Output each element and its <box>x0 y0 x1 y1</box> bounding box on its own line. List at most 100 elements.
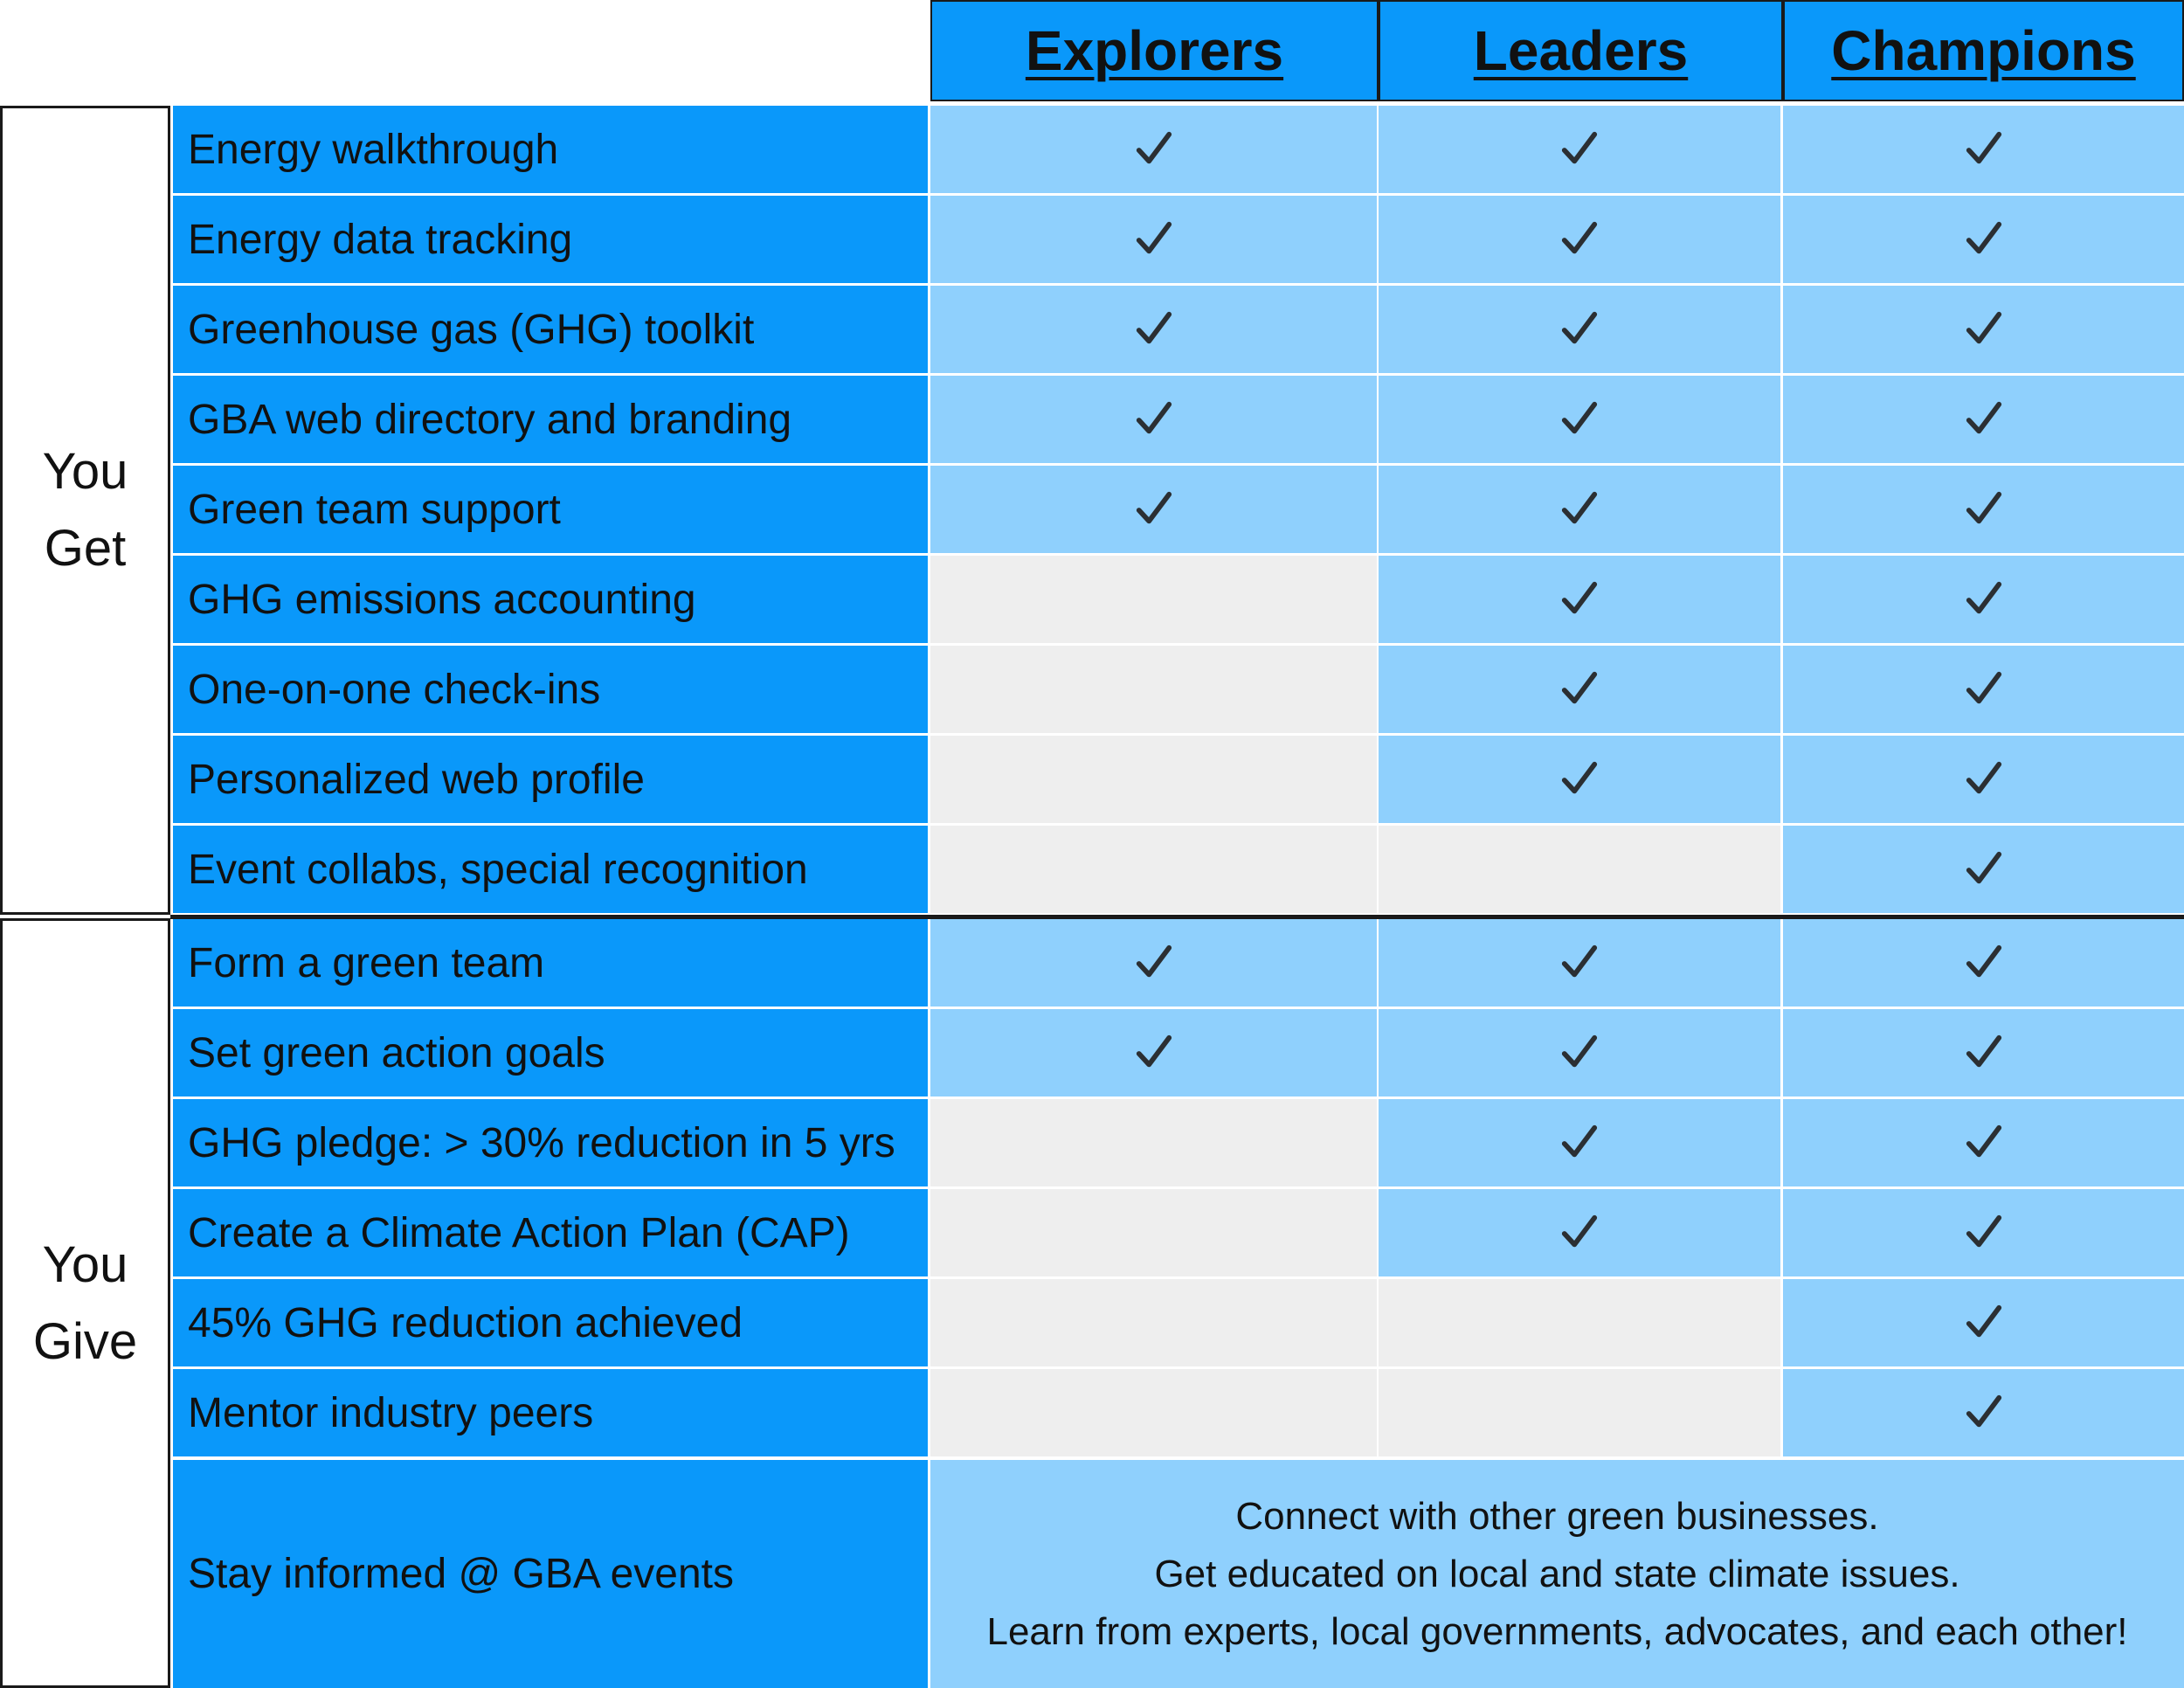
feature-label: Create a Climate Action Plan (CAP) <box>173 1189 928 1276</box>
section-label-line: Get <box>44 520 127 577</box>
checkmark-icon <box>1966 1394 2001 1428</box>
included-cell <box>930 286 1377 373</box>
included-cell <box>1783 826 2184 913</box>
checkmark-icon <box>1561 221 1598 254</box>
included-cell <box>930 466 1377 553</box>
included-cell <box>1379 376 1780 463</box>
not-included-cell <box>930 1369 1377 1456</box>
not-included-cell <box>930 826 1377 913</box>
section-divider <box>170 915 2184 919</box>
included-cell <box>1379 1009 1780 1097</box>
included-cell <box>1379 466 1780 553</box>
included-cell <box>1783 1369 2184 1456</box>
checkmark-icon <box>1561 761 1598 794</box>
checkmark-icon <box>1136 1034 1171 1068</box>
included-cell <box>1379 919 1780 1007</box>
checkmark-icon <box>1561 491 1598 524</box>
feature-label: One-on-one check-ins <box>173 646 928 733</box>
feature-label: Event collabs, special recognition <box>173 826 928 913</box>
checkmark-icon <box>1966 221 2001 254</box>
checkmark-icon <box>1561 401 1598 434</box>
included-cell <box>1783 466 2184 553</box>
checkmark-icon <box>1136 311 1171 344</box>
included-cell <box>1783 106 2184 193</box>
checkmark-icon <box>1966 131 2001 164</box>
checkmark-icon <box>1966 671 2001 704</box>
included-cell <box>1783 1189 2184 1276</box>
feature-label: Greenhouse gas (GHG) toolkit <box>173 286 928 373</box>
feature-label: Set green action goals <box>173 1009 928 1097</box>
feature-label: GBA web directory and branding <box>173 376 928 463</box>
tier-label: Champions <box>1831 19 2136 82</box>
included-cell <box>930 1009 1377 1097</box>
checkmark-icon <box>1966 401 2001 434</box>
included-cell <box>1783 196 2184 283</box>
checkmark-icon <box>1136 491 1171 524</box>
not-included-cell <box>930 736 1377 823</box>
feature-label: Mentor industry peers <box>173 1369 928 1456</box>
checkmark-icon <box>1966 1304 2001 1338</box>
feature-label: 45% GHG reduction achieved <box>173 1279 928 1366</box>
section-you-get: You Get <box>0 106 170 915</box>
not-included-cell <box>930 646 1377 733</box>
events-line: Get educated on local and state climate … <box>1154 1552 1960 1595</box>
included-cell <box>1783 646 2184 733</box>
included-cell <box>1379 556 1780 643</box>
included-cell <box>930 376 1377 463</box>
checkmark-icon <box>1136 944 1171 978</box>
checkmark-icon <box>1136 131 1171 164</box>
feature-label: Form a green team <box>173 919 928 1007</box>
checkmark-icon <box>1966 944 2001 978</box>
checkmark-icon <box>1136 401 1171 434</box>
included-cell <box>1379 1099 1780 1186</box>
not-included-cell <box>930 556 1377 643</box>
checkmark-icon <box>1561 311 1598 344</box>
checkmark-icon <box>1136 221 1171 254</box>
tier-label: Leaders <box>1473 19 1689 82</box>
included-cell <box>930 196 1377 283</box>
included-cell <box>1783 1009 2184 1097</box>
feature-label: Personalized web profile <box>173 736 928 823</box>
section-you-give: You Give <box>0 918 170 1688</box>
section-label-line: You <box>42 443 128 500</box>
not-included-cell <box>1379 1279 1780 1366</box>
section-label-line: You <box>42 1235 128 1293</box>
included-cell <box>1379 736 1780 823</box>
tier-label: Explorers <box>1025 19 1284 82</box>
feature-label: GHG pledge: > 30% reduction in 5 yrs <box>173 1099 928 1186</box>
included-cell <box>1783 376 2184 463</box>
checkmark-icon <box>1561 671 1598 704</box>
not-included-cell <box>930 1279 1377 1366</box>
not-included-cell <box>930 1099 1377 1186</box>
checkmark-icon <box>1561 944 1598 978</box>
checkmark-icon <box>1966 1034 2001 1068</box>
checkmark-icon <box>1561 131 1598 164</box>
checkmark-icon <box>1561 1214 1598 1248</box>
checkmark-icon <box>1561 1034 1598 1068</box>
included-cell <box>1783 1279 2184 1366</box>
checkmark-icon <box>1966 581 2001 614</box>
included-cell <box>1379 286 1780 373</box>
checkmark-icon <box>1561 1124 1598 1158</box>
checkmark-icon <box>1966 491 2001 524</box>
tier-header-champions: Champions <box>1783 0 2184 101</box>
checkmark-icon <box>1966 851 2001 884</box>
feature-label: Energy walkthrough <box>173 106 928 193</box>
not-included-cell <box>1379 1369 1780 1456</box>
events-line: Learn from experts, local governments, a… <box>986 1609 2128 1653</box>
feature-label: GHG emissions accounting <box>173 556 928 643</box>
feature-label: Green team support <box>173 466 928 553</box>
events-line: Connect with other green businesses. <box>1235 1494 1879 1538</box>
not-included-cell <box>930 1189 1377 1276</box>
included-cell <box>930 919 1377 1007</box>
checkmark-icon <box>1966 761 2001 794</box>
included-cell <box>1379 196 1780 283</box>
included-cell <box>1783 919 2184 1007</box>
tier-header-explorers: Explorers <box>930 0 1379 101</box>
checkmark-icon <box>1966 1124 2001 1158</box>
feature-label: Energy data tracking <box>173 196 928 283</box>
events-description: Connect with other green businesses. Get… <box>930 1460 2184 1688</box>
not-included-cell <box>1379 826 1780 913</box>
events-label: Stay informed @ GBA events <box>173 1460 928 1688</box>
checkmark-icon <box>1966 311 2001 344</box>
